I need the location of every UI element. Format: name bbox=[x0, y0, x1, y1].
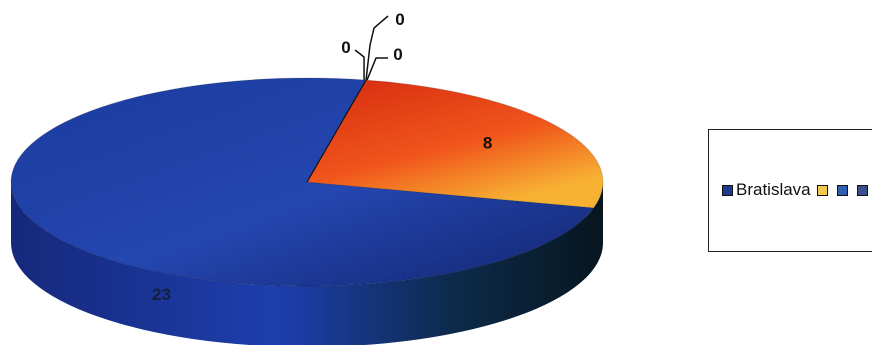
data-label-3: 0 bbox=[395, 10, 404, 29]
legend: Bratislava bbox=[708, 129, 872, 252]
legend-swatch-bratislava bbox=[722, 184, 733, 196]
legend-swatch-3 bbox=[836, 184, 848, 196]
pie-slice-2 bbox=[306, 79, 604, 209]
legend-swatch-4 bbox=[856, 184, 868, 196]
pie-slice-1 bbox=[10, 77, 595, 287]
legend-item-bratislava: Bratislava bbox=[722, 180, 811, 200]
pie-side-wall bbox=[11, 182, 603, 345]
legend-item-4 bbox=[856, 184, 871, 196]
leader-line-3 bbox=[365, 15, 389, 81]
pie-side-face bbox=[11, 182, 603, 345]
legend-label-bratislava: Bratislava bbox=[736, 180, 811, 199]
leader-line-4 bbox=[354, 49, 365, 81]
pie-slice-4 bbox=[306, 79, 367, 183]
legend-swatch-2 bbox=[816, 184, 828, 196]
legend-row: Bratislava bbox=[722, 180, 872, 200]
legend-item-3 bbox=[836, 184, 851, 196]
data-label-1: 23 bbox=[152, 285, 171, 304]
leader-line-5 bbox=[366, 57, 389, 81]
data-label-2: 8 bbox=[483, 133, 492, 152]
data-label-5: 0 bbox=[393, 45, 402, 64]
data-label-4: 0 bbox=[341, 38, 350, 57]
legend-item-2 bbox=[816, 184, 831, 196]
